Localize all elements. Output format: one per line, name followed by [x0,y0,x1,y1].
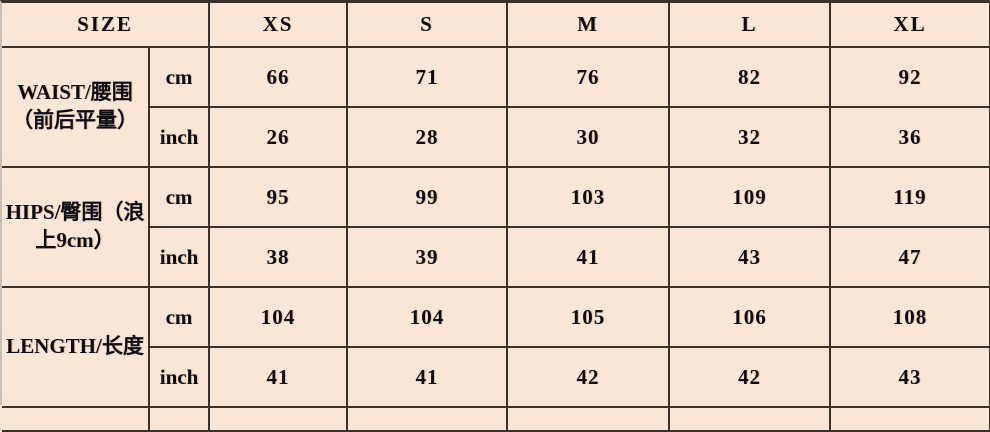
table-row: inch 26 28 30 32 36 [2,107,990,168]
size-chart-table: SIZE XS S M L XL WAIST/腰围（前后平量） cm 66 71… [2,3,990,432]
cell-hips-inch-xs: 38 [209,227,348,288]
partial-cell-m [507,407,670,432]
row-label-waist: WAIST/腰围（前后平量） [2,47,150,168]
table-row-partial [2,407,990,432]
column-header-xs: XS [209,3,348,48]
cell-length-cm-xs: 104 [209,287,348,348]
unit-cell-length-inch: inch [149,347,210,408]
cell-waist-cm-l: 82 [669,47,831,108]
cell-waist-inch-m: 30 [507,107,670,168]
cell-length-inch-l: 42 [669,347,831,408]
cell-hips-cm-m: 103 [507,167,670,228]
cell-waist-inch-xs: 26 [209,107,348,168]
cell-hips-cm-xs: 95 [209,167,348,228]
column-header-xl: XL [830,3,990,48]
cell-waist-inch-xl: 36 [830,107,990,168]
table-row: LENGTH/长度 cm 104 104 105 106 108 [2,287,990,408]
row-label-length: LENGTH/长度 [2,287,150,408]
cell-hips-cm-s: 99 [347,167,508,228]
partial-cell-unit [149,407,210,432]
table-header-row: SIZE XS S M L XL [2,3,990,48]
cell-length-inch-s: 41 [347,347,508,408]
cell-hips-inch-s: 39 [347,227,508,288]
unit-cell-hips-cm: cm [149,167,210,228]
cell-length-inch-xs: 41 [209,347,348,408]
cell-length-cm-xl: 108 [830,287,990,348]
unit-cell-waist-cm: cm [149,47,210,108]
cell-waist-inch-l: 32 [669,107,831,168]
table-row: HIPS/臀围（浪上9cm） cm 95 99 103 109 119 [2,167,990,288]
cell-length-cm-m: 105 [507,287,670,348]
unit-cell-hips-inch: inch [149,227,210,288]
size-title-cell: SIZE [2,3,210,48]
partial-cell-label [2,407,150,432]
table-row: WAIST/腰围（前后平量） cm 66 71 76 82 92 [2,47,990,168]
unit-cell-waist-inch: inch [149,107,210,168]
cell-waist-cm-xs: 66 [209,47,348,108]
partial-cell-xl [830,407,990,432]
cell-waist-cm-xl: 92 [830,47,990,108]
cell-hips-cm-l: 109 [669,167,831,228]
row-label-hips: HIPS/臀围（浪上9cm） [2,167,150,288]
cell-length-inch-xl: 43 [830,347,990,408]
cell-hips-cm-xl: 119 [830,167,990,228]
cell-hips-inch-xl: 47 [830,227,990,288]
cell-waist-cm-m: 76 [507,47,670,108]
unit-cell-length-cm: cm [149,287,210,348]
partial-cell-l [669,407,831,432]
cell-waist-cm-s: 71 [347,47,508,108]
column-header-l: L [669,3,831,48]
partial-cell-xs [209,407,348,432]
cell-length-cm-l: 106 [669,287,831,348]
cell-waist-inch-s: 28 [347,107,508,168]
cell-hips-inch-m: 41 [507,227,670,288]
partial-cell-s [347,407,508,432]
cell-length-cm-s: 104 [347,287,508,348]
cell-hips-inch-l: 43 [669,227,831,288]
cell-length-inch-m: 42 [507,347,670,408]
column-header-m: M [507,3,670,48]
table-row: inch 38 39 41 43 47 [2,227,990,288]
table-row: inch 41 41 42 42 43 [2,347,990,408]
column-header-s: S [347,3,508,48]
